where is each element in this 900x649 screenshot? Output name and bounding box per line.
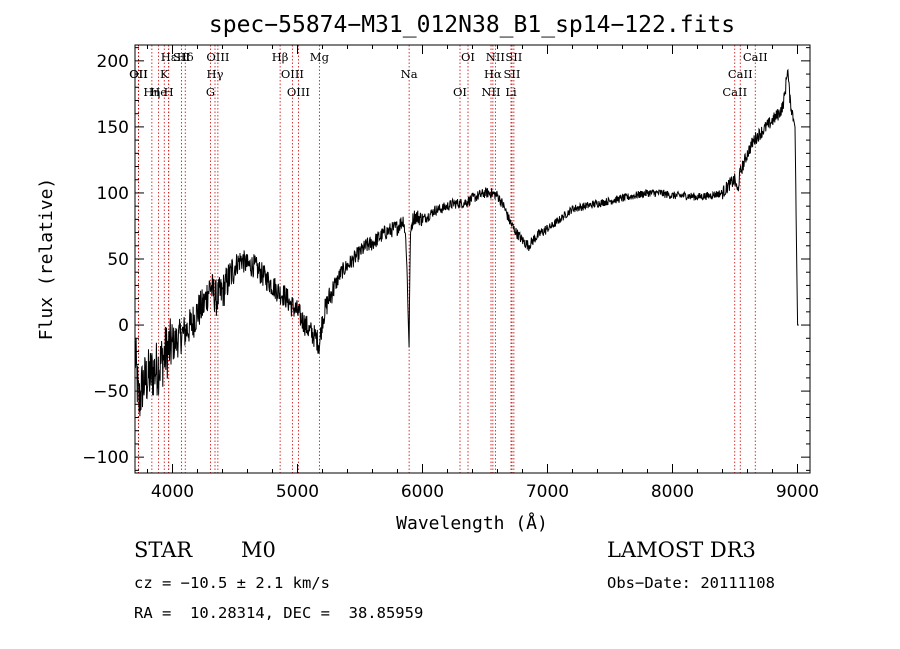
observation-date: Obs−Date: 20111108 [607, 574, 775, 592]
object-class: STAR [134, 538, 193, 562]
spectral-line-label: K [160, 67, 169, 81]
y-tick-label: −100 [82, 448, 129, 468]
spectral-line-label: Na [401, 67, 418, 81]
spectral-line-label: He [150, 85, 167, 99]
y-tick-label: 200 [97, 52, 129, 72]
x-tick-label: 4000 [151, 482, 194, 502]
x-tick-label: 8000 [651, 482, 694, 502]
chart-title: spec−55874−M31_012N38_B1_sp14−122.fits [209, 12, 735, 38]
x-axis-label: Wavelength (Å) [396, 512, 548, 534]
spectral-line-label: Hγ [207, 67, 224, 81]
spectral-line-label: OIII [281, 67, 304, 81]
spectral-line-label: Hδ [177, 50, 194, 64]
spectral-line-label: Hη [143, 85, 160, 99]
spectral-line-label: OI [453, 85, 467, 99]
spectral-line-label: NII [486, 50, 505, 64]
spectral-line-label: OI [461, 50, 475, 64]
y-axis-label: Flux (relative) [36, 178, 57, 341]
y-axis: 200 150 100 50 0 −50 −100 [82, 47, 810, 471]
object-subclass: M0 [241, 538, 276, 562]
y-tick-label: 50 [107, 250, 129, 270]
spectral-line-label: G [206, 85, 215, 99]
y-tick-label: 0 [118, 316, 129, 336]
spectrum-trace [134, 68, 799, 417]
spectral-line-label: SII [505, 50, 522, 64]
spectral-line-labels: HεKHHδOIIHeSIIOIIHηOIIIHγGHβOIIIOIIIMgNa… [129, 50, 768, 99]
spectral-line-label: Hα [484, 67, 502, 81]
x-tick-label: 7000 [526, 482, 569, 502]
spectrum-layer [134, 68, 799, 417]
spectral-line-label: OIII [287, 85, 310, 99]
spectral-line-label: SII [504, 67, 521, 81]
coordinates: RA = 10.28314, DEC = 38.85959 [134, 604, 424, 622]
spectral-line-label: Hβ [272, 50, 289, 64]
x-axis: 4000 5000 6000 7000 8000 9000 [147, 45, 819, 502]
y-tick-label: 150 [97, 118, 129, 138]
redshift-value: cz = −10.5 ± 2.1 km/s [134, 574, 330, 592]
spectral-line-markers [137, 45, 756, 473]
survey-name: LAMOST DR3 [607, 538, 756, 562]
spectral-line-label: CaII [728, 67, 753, 81]
spectral-line-label: SII [173, 50, 190, 64]
x-tick-label: 9000 [776, 482, 819, 502]
y-tick-label: 100 [97, 184, 129, 204]
x-tick-label: 6000 [401, 482, 444, 502]
y-tick-label: −50 [93, 382, 129, 402]
x-tick-label: 5000 [276, 482, 319, 502]
spectral-line-label: NII [481, 85, 500, 99]
spectral-line-label: CaII [722, 85, 747, 99]
spectral-line-label: OIII [206, 50, 229, 64]
spectral-line-label: CaII [743, 50, 768, 64]
spectral-line-label: H [164, 85, 174, 99]
spectral-line-label: Mg [310, 50, 330, 64]
spectral-line-label: Li [505, 85, 517, 99]
